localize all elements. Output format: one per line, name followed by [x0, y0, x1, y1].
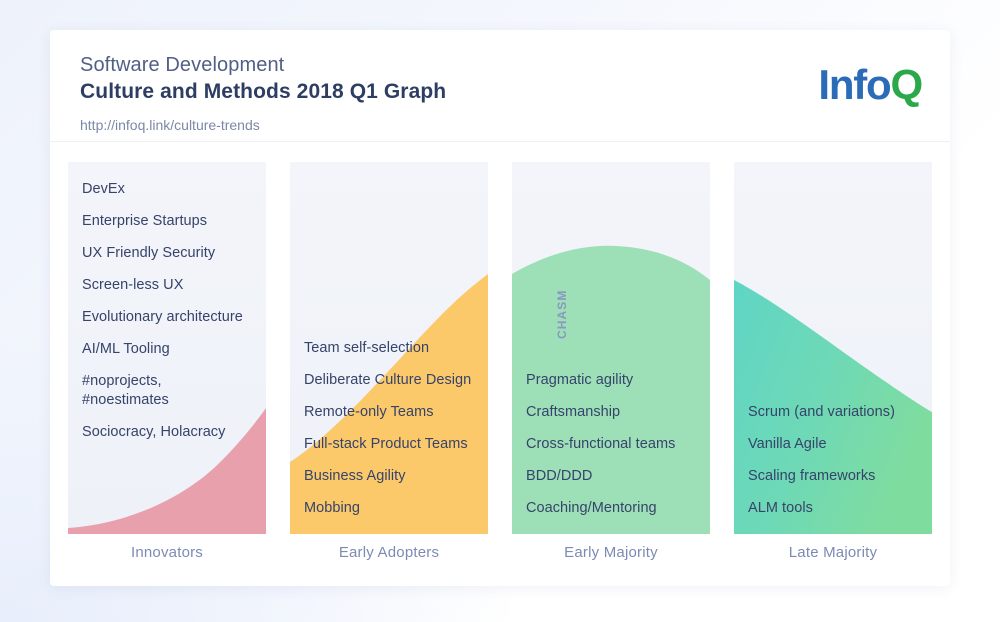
list-item: #noprojects, #noestimates — [82, 373, 169, 408]
list-item: Pragmatic agility — [526, 372, 634, 388]
infographic-card: Software Development Culture and Methods… — [50, 30, 950, 586]
early-adopters-item-list: Team self-selection Deliberate Culture D… — [290, 339, 488, 518]
list-item: Coaching/Mentoring — [526, 500, 657, 516]
list-item: Screen-less UX — [82, 277, 184, 293]
innovators-item-list: DevEx Enterprise Startups UX Friendly Se… — [68, 180, 266, 442]
chart-column-early-adopters: Team self-selection Deliberate Culture D… — [290, 162, 488, 534]
category-label-early-adopters: Early Adopters — [338, 543, 440, 561]
late-majority-area-shape — [734, 280, 932, 534]
list-item: Craftsmanship — [526, 404, 621, 420]
list-item: ALM tools — [748, 500, 813, 516]
list-item: BDD/DDD — [526, 468, 593, 484]
early-majority-area-shape — [512, 245, 710, 534]
chasm-annotation: CHASM — [555, 289, 569, 340]
logo-text-info: Info — [818, 61, 891, 108]
chart-column-late-majority: Scrum (and variations) Vanilla Agile Sca… — [734, 162, 932, 534]
list-item: Remote-only Teams — [304, 404, 434, 420]
page-title: Culture and Methods 2018 Q1 Graph — [80, 80, 447, 103]
list-item: Enterprise Startups — [82, 213, 208, 229]
list-item: Evolutionary architecture — [82, 309, 243, 325]
chart-column-early-majority: Pragmatic agility Craftsmanship Cross-fu… — [512, 162, 710, 534]
list-item: Cross-functional teams — [526, 436, 676, 452]
list-item: Sociocracy, Holacracy — [82, 424, 226, 440]
list-item: Vanilla Agile — [748, 436, 827, 452]
early-adopters-area-shape — [290, 274, 488, 534]
card-header: Software Development Culture and Methods… — [50, 30, 950, 142]
adoption-curve-chart: DevEx Enterprise Startups UX Friendly Se… — [50, 142, 950, 534]
list-item: Mobbing — [304, 500, 360, 516]
list-item: AI/ML Tooling — [82, 341, 170, 357]
category-label-early-majority: Early Majority — [564, 543, 658, 561]
list-item: Team self-selection — [304, 340, 430, 356]
source-url: http://infoq.link/culture-trends — [80, 117, 260, 133]
list-item: Scaling frameworks — [748, 468, 876, 484]
chart-category-labels: Innovators Early Adopters Early Majority… — [50, 518, 950, 586]
list-item: DevEx — [82, 181, 125, 197]
category-label-late-majority: Late Majority — [788, 543, 878, 561]
list-item: Scrum (and variations) — [748, 404, 895, 420]
late-majority-item-list: Scrum (and variations) Vanilla Agile Sca… — [734, 403, 932, 518]
logo-text-q: Q — [890, 61, 924, 108]
category-label-innovators: Innovators — [130, 543, 204, 561]
innovators-area-shape — [68, 408, 266, 534]
list-item: UX Friendly Security — [82, 245, 216, 261]
list-item: Business Agility — [304, 468, 406, 484]
infoq-logo[interactable]: InfoQ — [818, 61, 924, 108]
page-subtitle-top: Software Development — [80, 54, 285, 76]
chart-column-innovators: DevEx Enterprise Startups UX Friendly Se… — [68, 162, 266, 534]
early-majority-item-list: Pragmatic agility Craftsmanship Cross-fu… — [512, 371, 710, 518]
list-item: Full-stack Product Teams — [304, 436, 468, 452]
list-item: Deliberate Culture Design — [304, 372, 472, 388]
